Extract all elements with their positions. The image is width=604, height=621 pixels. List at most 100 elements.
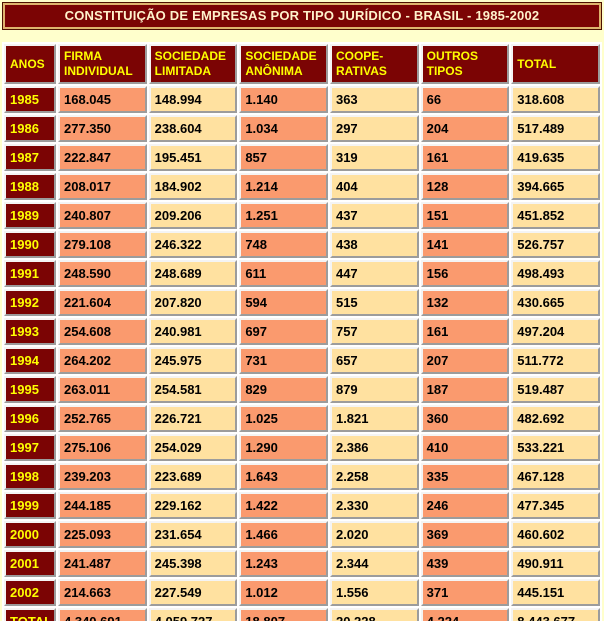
year-cell: 1997 [4, 434, 56, 461]
data-cell: 1.466 [239, 521, 328, 548]
data-cell: 1.214 [239, 173, 328, 200]
data-cell: 2.344 [329, 550, 419, 577]
data-cell: 195.451 [148, 144, 238, 171]
data-cell: 829 [239, 376, 328, 403]
data-cell: 371 [420, 579, 510, 606]
data-cell: 438 [329, 231, 419, 258]
column-header-sociedade-anonima: SOCIEDADE ANÔNIMA [239, 44, 328, 84]
data-cell: 168.045 [58, 86, 147, 113]
year-cell: 1998 [4, 463, 56, 490]
data-cell: 439 [420, 550, 510, 577]
data-cell: 161 [420, 318, 510, 345]
data-cell: 18.807 [239, 608, 328, 621]
table-row: 1990 279.108 246.322 748 438 141 526.757 [4, 231, 600, 258]
data-cell: 419.635 [511, 144, 600, 171]
table-row: 1992 221.604 207.820 594 515 132 430.665 [4, 289, 600, 316]
data-cell: 207 [420, 347, 510, 374]
data-cell: 477.345 [511, 492, 600, 519]
data-cell: 515 [329, 289, 419, 316]
data-cell: 241.487 [58, 550, 147, 577]
year-cell: 1990 [4, 231, 56, 258]
year-cell: 1988 [4, 173, 56, 200]
data-cell: 128 [420, 173, 510, 200]
year-cell: 2001 [4, 550, 56, 577]
table-row: 1995 263.011 254.581 829 879 187 519.487 [4, 376, 600, 403]
table-row: 1985 168.045 148.994 1.140 363 66 318.60… [4, 86, 600, 113]
data-cell: 447 [329, 260, 419, 287]
data-cell: 245.398 [148, 550, 238, 577]
year-cell: 1996 [4, 405, 56, 432]
data-cell: 1.251 [239, 202, 328, 229]
data-cell: 1.422 [239, 492, 328, 519]
data-cell: 151 [420, 202, 510, 229]
data-cell: 207.820 [148, 289, 238, 316]
data-cell: 254.608 [58, 318, 147, 345]
data-cell: 1.643 [239, 463, 328, 490]
data-cell: 879 [329, 376, 419, 403]
column-header-cooperativas: COOPE-RATIVAS [329, 44, 419, 84]
data-cell: 248.590 [58, 260, 147, 287]
data-cell: 1.243 [239, 550, 328, 577]
year-cell: 1995 [4, 376, 56, 403]
year-cell: 1989 [4, 202, 56, 229]
data-cell: 490.911 [511, 550, 600, 577]
data-cell: 363 [329, 86, 419, 113]
table-body: 1985 168.045 148.994 1.140 363 66 318.60… [4, 86, 600, 621]
table-row: 1987 222.847 195.451 857 319 161 419.635 [4, 144, 600, 171]
data-cell: 2.330 [329, 492, 419, 519]
data-cell: 20.228 [329, 608, 419, 621]
data-cell: 1.556 [329, 579, 419, 606]
total-row: TOTAL 4.340.691 4.059.727 18.807 20.228 … [4, 608, 600, 621]
year-cell: 1992 [4, 289, 56, 316]
data-cell: 254.581 [148, 376, 238, 403]
data-cell: 225.093 [58, 521, 147, 548]
data-cell: 275.106 [58, 434, 147, 461]
empresas-table: ANOS FIRMA INDIVIDUAL SOCIEDADE LIMITADA… [2, 42, 602, 621]
data-cell: 263.011 [58, 376, 147, 403]
year-cell: 1999 [4, 492, 56, 519]
data-cell: 857 [239, 144, 328, 171]
data-cell: 2.386 [329, 434, 419, 461]
data-cell: 204 [420, 115, 510, 142]
table-row: 1996 252.765 226.721 1.025 1.821 360 482… [4, 405, 600, 432]
data-cell: 1.034 [239, 115, 328, 142]
data-cell: 533.221 [511, 434, 600, 461]
data-cell: 226.721 [148, 405, 238, 432]
data-cell: 360 [420, 405, 510, 432]
data-cell: 2.258 [329, 463, 419, 490]
data-cell: 229.162 [148, 492, 238, 519]
data-cell: 394.665 [511, 173, 600, 200]
data-cell: 410 [420, 434, 510, 461]
data-cell: 238.604 [148, 115, 238, 142]
data-cell: 731 [239, 347, 328, 374]
column-header-outros-tipos: OUTROS TIPOS [420, 44, 510, 84]
data-cell: 252.765 [58, 405, 147, 432]
data-cell: 318.608 [511, 86, 600, 113]
data-cell: 240.807 [58, 202, 147, 229]
year-cell: 1986 [4, 115, 56, 142]
year-cell: 1985 [4, 86, 56, 113]
data-cell: 1.140 [239, 86, 328, 113]
data-cell: 482.692 [511, 405, 600, 432]
data-cell: 4.340.691 [58, 608, 147, 621]
year-cell: 1991 [4, 260, 56, 287]
column-header-firma-individual: FIRMA INDIVIDUAL [58, 44, 147, 84]
data-cell: 132 [420, 289, 510, 316]
data-cell: 497.204 [511, 318, 600, 345]
year-cell: 1993 [4, 318, 56, 345]
data-cell: 697 [239, 318, 328, 345]
column-header-sociedade-limitada: SOCIEDADE LIMITADA [148, 44, 238, 84]
table-row: 1991 248.590 248.689 611 447 156 498.493 [4, 260, 600, 287]
data-cell: 279.108 [58, 231, 147, 258]
data-cell: 141 [420, 231, 510, 258]
year-cell: 2000 [4, 521, 56, 548]
data-cell: 184.902 [148, 173, 238, 200]
data-cell: 517.489 [511, 115, 600, 142]
data-cell: 335 [420, 463, 510, 490]
column-header-total: TOTAL [511, 44, 600, 84]
data-cell: 657 [329, 347, 419, 374]
data-cell: 254.029 [148, 434, 238, 461]
data-cell: 404 [329, 173, 419, 200]
data-cell: 214.663 [58, 579, 147, 606]
data-cell: 451.852 [511, 202, 600, 229]
